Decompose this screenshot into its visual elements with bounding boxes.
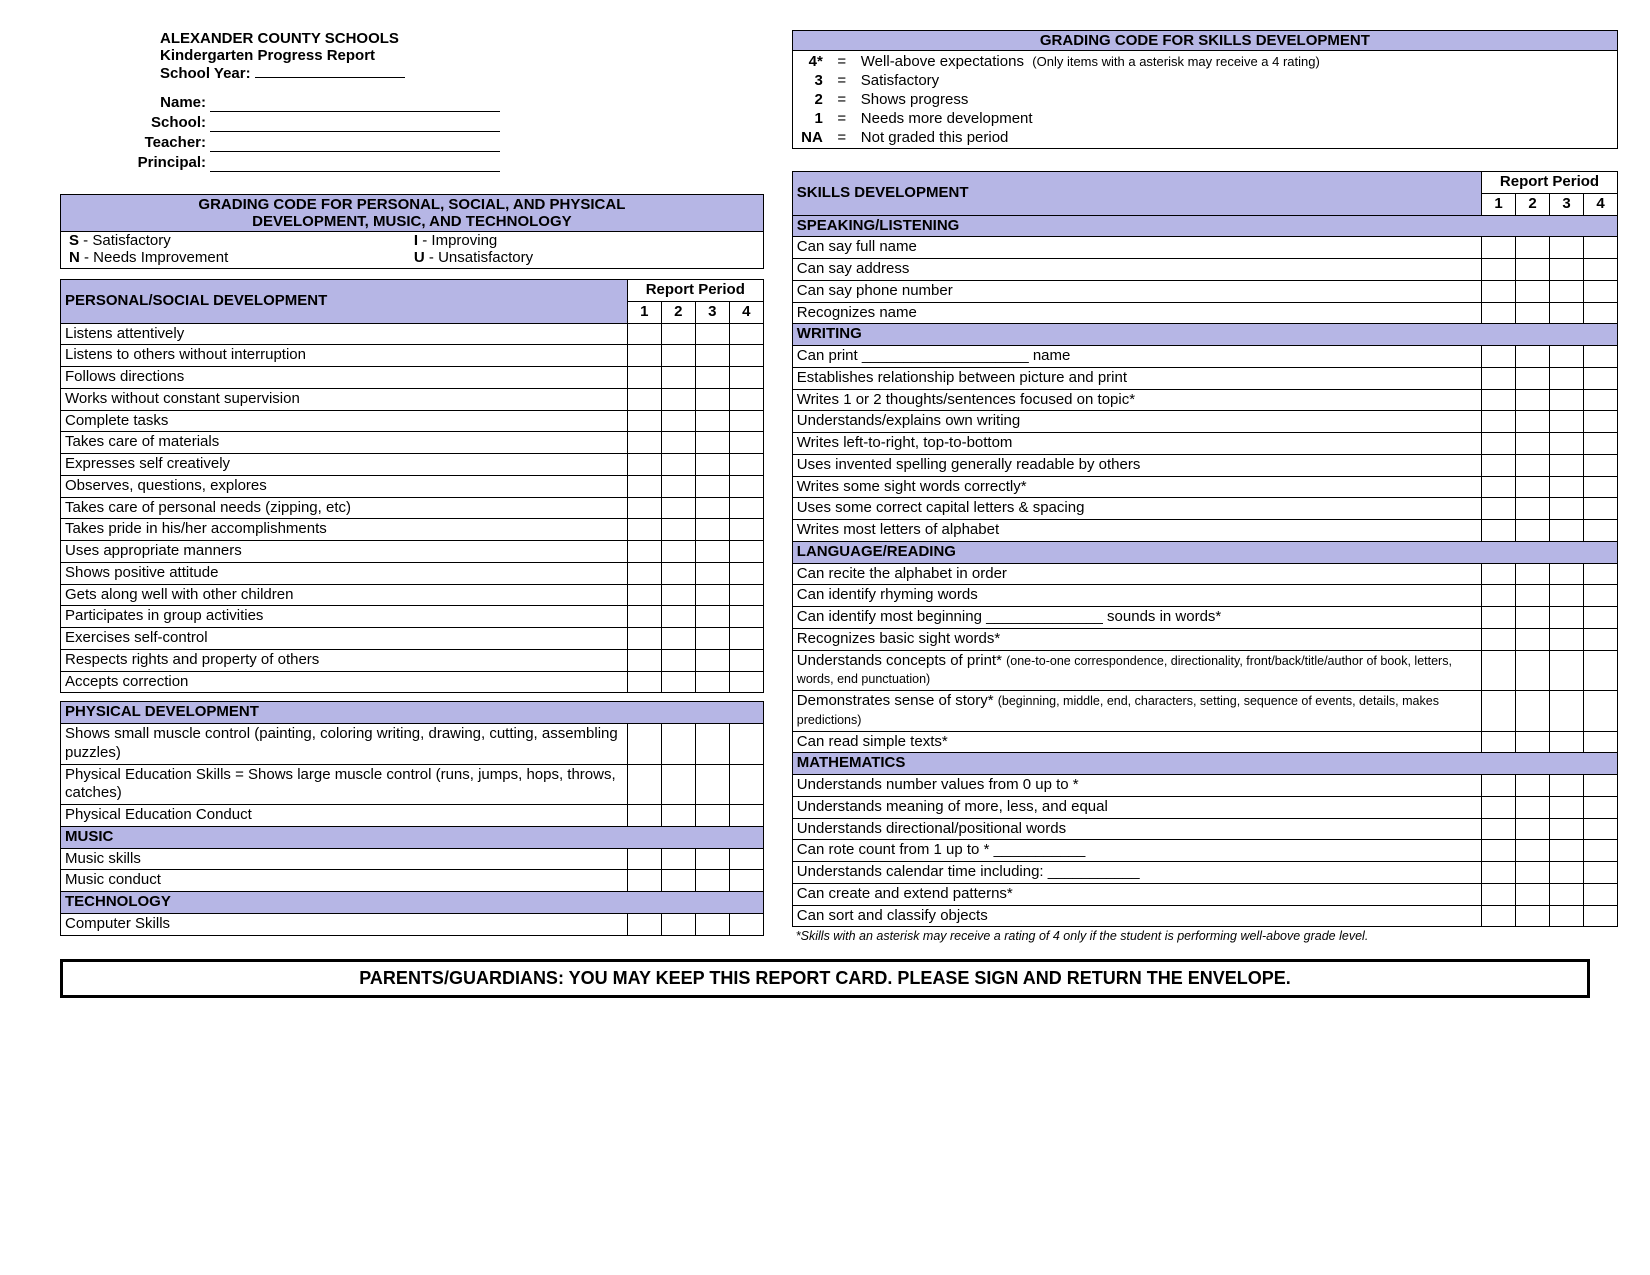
school-line — [210, 114, 500, 132]
ps-grading-code-block: GRADING CODE FOR PERSONAL, SOCIAL, AND P… — [60, 194, 764, 269]
ps-grading-code-title-1: GRADING CODE FOR PERSONAL, SOCIAL, AND P… — [198, 196, 625, 213]
skills-grading-code-table: 4*= Well-above expectations (Only items … — [793, 51, 1617, 148]
footer-bar: PARENTS/GUARDIANS: YOU MAY KEEP THIS REP… — [60, 959, 1590, 998]
ps-grading-code-title-2: DEVELOPMENT, MUSIC, AND TECHNOLOGY — [252, 213, 571, 230]
name-line — [210, 94, 500, 112]
page: ALEXANDER COUNTY SCHOOLS Kindergarten Pr… — [60, 30, 1590, 945]
school-label: School: — [60, 114, 210, 132]
district-name: ALEXANDER COUNTY SCHOOLS — [60, 30, 764, 47]
school-year-label: School Year: — [160, 65, 251, 82]
right-column: GRADING CODE FOR SKILLS DEVELOPMENT 4*= … — [792, 30, 1618, 945]
teacher-row: Teacher: — [60, 134, 764, 152]
ps-grading-code-body: S - Satisfactory I - Improving N - Needs… — [61, 232, 763, 268]
ps-grading-code-title: GRADING CODE FOR PERSONAL, SOCIAL, AND P… — [61, 195, 763, 232]
teacher-label: Teacher: — [60, 134, 210, 152]
skills-table: SKILLS DEVELOPMENT Report Period 1234 SP… — [792, 171, 1618, 927]
report-title: Kindergarten Progress Report — [60, 47, 764, 64]
teacher-line — [210, 134, 500, 152]
principal-row: Principal: — [60, 154, 764, 172]
left-column: ALEXANDER COUNTY SCHOOLS Kindergarten Pr… — [60, 30, 764, 945]
skills-grading-code-title: GRADING CODE FOR SKILLS DEVELOPMENT — [793, 31, 1617, 51]
name-row: Name: — [60, 94, 764, 112]
skills-grading-code-block: GRADING CODE FOR SKILLS DEVELOPMENT 4*= … — [792, 30, 1618, 149]
principal-label: Principal: — [60, 154, 210, 172]
skills-footnote: *Skills with an asterisk may receive a r… — [792, 927, 1618, 945]
school-year-line — [255, 64, 405, 78]
phys-table: PHYSICAL DEVELOPMENTShows small muscle c… — [60, 701, 764, 935]
principal-line — [210, 154, 500, 172]
name-label: Name: — [60, 94, 210, 112]
header-block: ALEXANDER COUNTY SCHOOLS Kindergarten Pr… — [60, 30, 764, 172]
school-year-row: School Year: — [60, 64, 764, 82]
psdev-table: PERSONAL/SOCIAL DEVELOPMENT Report Perio… — [60, 279, 764, 693]
school-row: School: — [60, 114, 764, 132]
